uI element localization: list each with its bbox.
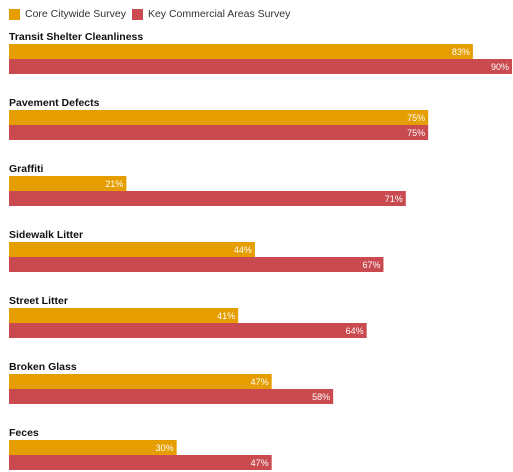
legend-swatch-key-commercial	[131, 8, 143, 20]
value-label-broken-glass-series-1: 47%	[251, 377, 269, 387]
value-label-broken-glass-series-2: 58%	[312, 392, 330, 402]
bar-feces-series-2	[9, 455, 272, 470]
bar-sidewalk-litter-series-1	[9, 242, 255, 257]
value-label-sidewalk-litter-series-1: 44%	[234, 245, 252, 255]
category-label-street-litter: Street Litter	[9, 295, 68, 307]
bar-graffiti-series-2	[9, 191, 406, 206]
value-label-street-litter-series-2: 64%	[346, 326, 364, 336]
bar-pavement-defects-series-2	[9, 125, 429, 140]
value-label-feces-series-2: 47%	[251, 458, 269, 468]
bar-pavement-defects-series-1	[9, 110, 429, 125]
category-label-graffiti: Graffiti	[9, 163, 44, 175]
legend-label-key-commercial: Key Commercial Areas Survey	[147, 8, 291, 20]
value-label-sidewalk-litter-series-2: 67%	[362, 260, 380, 270]
category-label-sidewalk-litter: Sidewalk Litter	[9, 229, 83, 241]
legend: Core Citywide Survey Key Commercial Area…	[9, 8, 296, 20]
bar-transit-shelter-cleanliness-series-1	[9, 44, 473, 59]
bar-graffiti-series-1	[9, 176, 127, 191]
value-label-transit-shelter-cleanliness-series-2: 90%	[491, 62, 509, 72]
bar-transit-shelter-cleanliness-series-2	[9, 59, 512, 74]
legend-label-core-citywide: Core Citywide Survey	[25, 8, 126, 20]
bar-broken-glass-series-2	[9, 389, 334, 404]
value-label-graffiti-series-2: 71%	[385, 194, 403, 204]
value-label-graffiti-series-1: 21%	[105, 179, 123, 189]
category-label-feces: Feces	[9, 427, 39, 439]
category-label-transit-shelter-cleanliness: Transit Shelter Cleanliness	[9, 31, 143, 43]
category-label-pavement-defects: Pavement Defects	[9, 97, 100, 109]
bar-street-litter-series-2	[9, 323, 367, 338]
category-label-broken-glass: Broken Glass	[9, 361, 77, 373]
value-label-feces-series-1: 30%	[156, 443, 174, 453]
legend-item-key-commercial: Key Commercial Areas Survey	[131, 8, 291, 20]
legend-item-core-citywide: Core Citywide Survey	[9, 8, 126, 20]
bar-street-litter-series-1	[9, 308, 239, 323]
value-label-pavement-defects-series-2: 75%	[407, 128, 425, 138]
value-label-street-litter-series-1: 41%	[217, 311, 235, 321]
bar-broken-glass-series-1	[9, 374, 272, 389]
value-label-transit-shelter-cleanliness-series-1: 83%	[452, 47, 470, 57]
value-label-pavement-defects-series-1: 75%	[407, 113, 425, 123]
bar-feces-series-1	[9, 440, 177, 455]
bar-sidewalk-litter-series-2	[9, 257, 384, 272]
legend-swatch-core-citywide	[9, 8, 20, 20]
